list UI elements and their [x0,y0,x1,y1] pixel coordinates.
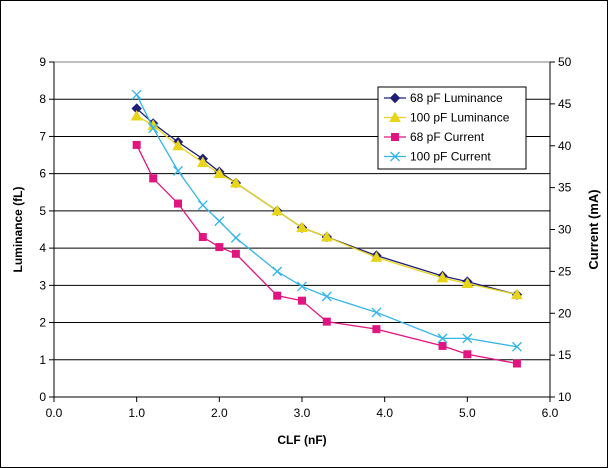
legend-item: 68 pF Luminance [384,91,503,105]
data-point [321,291,332,302]
data-point [512,359,521,368]
y-axis-title-left: Luminance (fL) [11,186,25,272]
y2-tick-label: 40 [558,139,572,153]
y2-tick-label: 35 [558,181,572,195]
y2-tick-label: 10 [558,390,572,404]
y2-tick-label: 50 [558,55,572,69]
data-point [271,204,284,216]
data-point [438,341,447,350]
series-1 [130,109,523,300]
data-point [273,291,282,300]
data-point [272,266,283,277]
data-point [149,174,158,183]
y-tick-label: 5 [39,204,46,218]
data-point [372,325,381,334]
legend-label: 68 pF Luminance [410,91,503,105]
y2-tick-label: 30 [558,223,572,237]
data-point [370,251,383,262]
data-point [197,200,208,211]
data-point [296,221,308,233]
data-point [173,165,183,176]
legend-item: 100 pF Luminance [384,111,510,125]
data-point [461,277,474,288]
y-tick-label: 2 [39,316,46,330]
data-point [320,230,333,242]
data-point [322,317,331,326]
data-point [511,288,523,300]
data-point [462,333,473,344]
legend-box [377,86,527,170]
data-point [172,139,184,151]
x-tick-label: 4.0 [376,406,393,420]
y2-tick-label: 15 [558,348,572,362]
y-tick-label: 6 [39,167,46,181]
x-tick-label: 1.0 [128,406,145,420]
x-tick-label: 3.0 [294,406,311,420]
series-2 [132,140,521,368]
series-layer [130,89,523,368]
data-point [214,216,225,227]
x-tick-label: 0.0 [46,406,63,420]
legend-label: 100 pF Current [410,150,491,164]
data-point [196,156,209,167]
legend-marker [389,111,401,122]
x-tick-label: 6.0 [542,406,559,420]
data-point [298,296,306,305]
y2-tick-label: 20 [558,306,572,320]
y-tick-label: 0 [39,390,46,404]
series-3 [131,89,522,352]
y-tick-label: 8 [39,92,46,106]
data-point [297,281,307,292]
data-point [213,167,226,179]
legend-marker [391,133,399,141]
x-axis-title: CLF (nF) [277,433,326,447]
data-point [230,176,242,188]
data-point [230,232,241,243]
data-point [371,307,382,318]
data-point [215,243,224,252]
legend: 68 pF Luminance 100 pF Luminance 68 pF Cur… [377,86,527,170]
data-point [436,271,449,283]
data-point [131,89,142,100]
series-line [136,144,518,365]
data-point [174,199,182,208]
y-tick-label: 7 [39,129,46,143]
data-point [437,333,448,344]
y-tick-label: 1 [39,353,46,367]
data-point [511,341,522,352]
data-point [148,123,159,134]
data-point [463,350,472,359]
y2-tick-label: 45 [558,97,572,111]
x-tick-label: 5.0 [459,406,476,420]
y2-tick-label: 25 [558,264,572,278]
y-tick-label: 9 [39,55,46,69]
legend-marker [390,151,400,162]
legend-item: 68 pF Current [384,130,485,144]
legend-item: 100 pF Current [384,150,491,164]
y-tick-label: 4 [39,241,46,255]
legend-label: 68 pF Current [410,130,485,144]
data-point [198,233,207,242]
y-axis-title-right: Current (mA) [586,189,601,269]
x-tick-label: 2.0 [211,406,228,420]
legend-marker [389,92,401,104]
legend-label: 100 pF Luminance [410,111,510,125]
data-point [231,249,240,258]
data-point [132,140,141,149]
y-tick-label: 3 [39,278,46,292]
data-point [130,109,143,121]
